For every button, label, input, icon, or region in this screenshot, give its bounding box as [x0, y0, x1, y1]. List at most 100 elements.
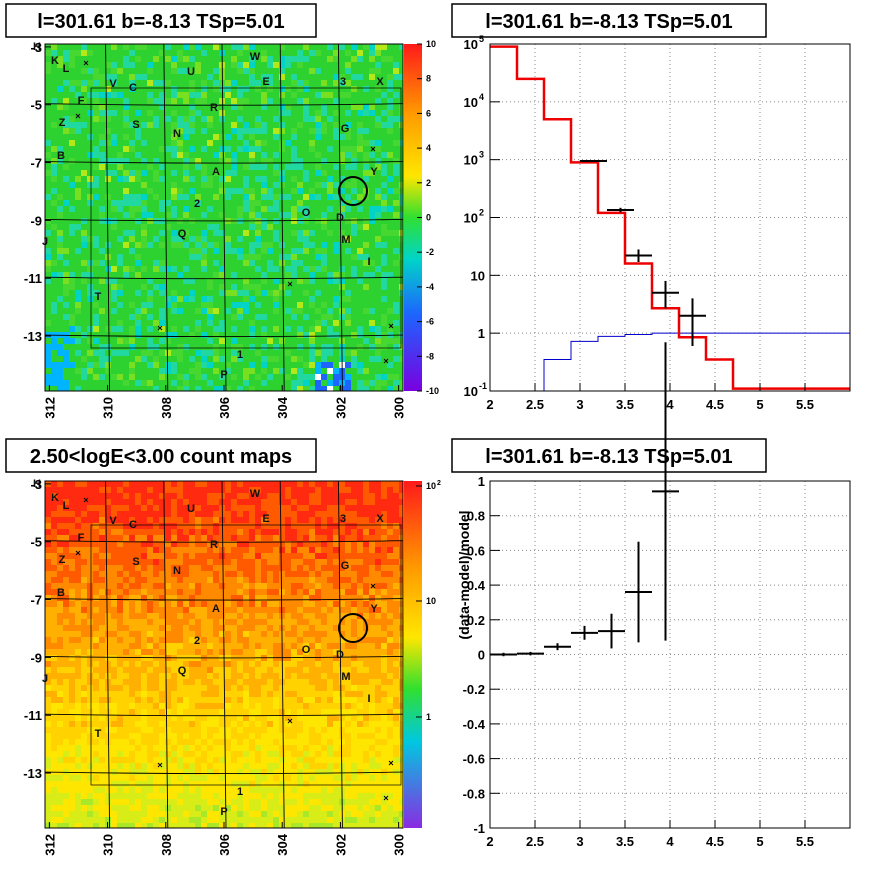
map-pixel — [399, 50, 403, 56]
map-pixel — [111, 272, 117, 278]
map-pixel — [249, 326, 255, 332]
map-pixel — [345, 350, 351, 356]
map-pixel — [201, 230, 207, 236]
map-pixel — [315, 350, 321, 356]
map-pixel — [123, 164, 129, 170]
map-pixel — [123, 374, 129, 380]
map-pixel — [177, 98, 183, 104]
map-pixel — [357, 92, 363, 98]
map-pixel — [303, 56, 309, 62]
map-pixel — [321, 583, 327, 589]
map-pixel — [93, 613, 99, 619]
map-pixel — [333, 182, 339, 188]
graticule-longitude — [163, 43, 169, 392]
map-pixel — [225, 487, 231, 493]
map-pixel — [369, 571, 375, 577]
map-pixel — [69, 176, 75, 182]
map-pixel — [375, 80, 381, 86]
map-pixel — [111, 589, 117, 595]
map-pixel — [321, 224, 327, 230]
map-pixel — [63, 571, 69, 577]
map-pixel — [117, 158, 123, 164]
map-pixel — [207, 254, 213, 260]
map-pixel — [267, 559, 273, 565]
map-pixel — [57, 254, 63, 260]
map-pixel — [303, 224, 309, 230]
map-pixel — [93, 386, 99, 391]
map-pixel — [273, 260, 279, 266]
map-pixel — [123, 481, 129, 487]
map-pixel — [147, 577, 153, 583]
map-pixel — [273, 296, 279, 302]
map-pixel — [219, 547, 225, 553]
map-pixel — [399, 44, 403, 50]
map-pixel — [327, 170, 333, 176]
map-pixel — [381, 481, 387, 487]
map-pixel — [291, 386, 297, 391]
map-pixel — [117, 284, 123, 290]
map-pixel — [375, 230, 381, 236]
map-pixel — [363, 547, 369, 553]
map-pixel — [141, 56, 147, 62]
map-pixel — [315, 374, 321, 380]
map-pixel — [111, 188, 117, 194]
map-pixel — [129, 200, 135, 206]
map-pixel — [327, 50, 333, 56]
map-pixel — [45, 254, 51, 260]
map-pixel — [219, 236, 225, 242]
map-pixel — [255, 362, 261, 368]
map-pixel — [135, 374, 141, 380]
map-pixel — [165, 326, 171, 332]
map-pixel — [333, 595, 339, 601]
map-pixel — [63, 164, 69, 170]
map-pixel — [237, 314, 243, 320]
map-pixel — [261, 188, 267, 194]
map-pixel — [315, 140, 321, 146]
map-pixel — [117, 74, 123, 80]
map-pixel — [297, 86, 303, 92]
map-pixel — [273, 50, 279, 56]
map-pixel — [339, 595, 345, 601]
map-pixel — [351, 386, 357, 391]
map-pixel — [45, 182, 51, 188]
map-pixel — [195, 176, 201, 182]
map-pixel — [153, 320, 159, 326]
map-pixel — [45, 577, 51, 583]
map-pixel — [333, 511, 339, 517]
map-pixel — [333, 565, 339, 571]
map-pixel — [189, 68, 195, 74]
map-pixel — [309, 350, 315, 356]
map-pixel — [99, 236, 105, 242]
map-pixel — [291, 332, 297, 338]
map-pixel — [363, 350, 369, 356]
map-pixel — [273, 44, 279, 50]
map-pixel — [357, 511, 363, 517]
map-pixel — [243, 607, 249, 613]
map-pixel — [387, 523, 393, 529]
map-pixel — [93, 188, 99, 194]
map-pixel — [45, 380, 51, 386]
map-pixel — [285, 511, 291, 517]
map-pixel — [225, 350, 231, 356]
map-pixel — [303, 362, 309, 368]
map-pixel — [183, 74, 189, 80]
map-pixel — [147, 344, 153, 350]
map-pixel — [213, 284, 219, 290]
map-pixel — [225, 368, 231, 374]
map-pixel — [135, 350, 141, 356]
map-pixel — [123, 589, 129, 595]
map-pixel — [195, 559, 201, 565]
map-pixel — [213, 296, 219, 302]
map-pixel — [363, 565, 369, 571]
map-pixel — [147, 254, 153, 260]
map-pixel — [201, 284, 207, 290]
map-pixel — [261, 332, 267, 338]
map-pixel — [183, 278, 189, 284]
map-pixel — [225, 212, 231, 218]
map-pixel — [237, 523, 243, 529]
map-pixel — [147, 380, 153, 386]
map-pixel — [333, 140, 339, 146]
map-pixel — [225, 284, 231, 290]
map-pixel — [213, 338, 219, 344]
map-pixel — [135, 170, 141, 176]
